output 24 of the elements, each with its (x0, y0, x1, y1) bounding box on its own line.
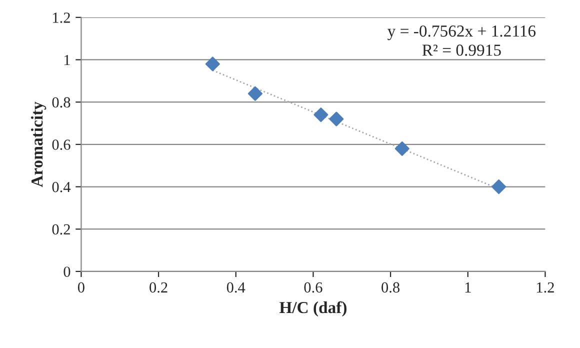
x-tick-label: 0.8 (382, 282, 400, 293)
y-axis-title: Aromaticity (30, 102, 46, 188)
annotation: y = -0.7562x + 1.2116 (388, 25, 536, 40)
x-tick-label: 1.2 (536, 282, 554, 293)
x-tick-label: 0.2 (150, 282, 168, 293)
y-tick-label: 0 (64, 266, 70, 277)
point (248, 86, 262, 101)
y-tick-label: 0.6 (52, 140, 70, 150)
x-tick-label: 1 (465, 282, 471, 292)
point (394, 141, 410, 156)
y-tick-label: 1 (64, 54, 70, 66)
x-tick-label: 0.6 (304, 282, 322, 293)
x-axis-title: H/C (daf) (279, 301, 346, 317)
point (329, 112, 344, 126)
x-tick-label: 0.4 (226, 282, 246, 293)
annotation: R² = 0.9915 (422, 44, 501, 56)
x-tick-label: 0 (78, 282, 84, 293)
y-tick-label: 0.2 (52, 224, 70, 235)
y-tick-label: 0.8 (52, 97, 70, 108)
point (492, 179, 506, 194)
y-tick-label: 1.2 (53, 12, 70, 23)
point (205, 56, 220, 72)
y-tick-label: 0.4 (52, 182, 71, 192)
point (314, 108, 328, 122)
